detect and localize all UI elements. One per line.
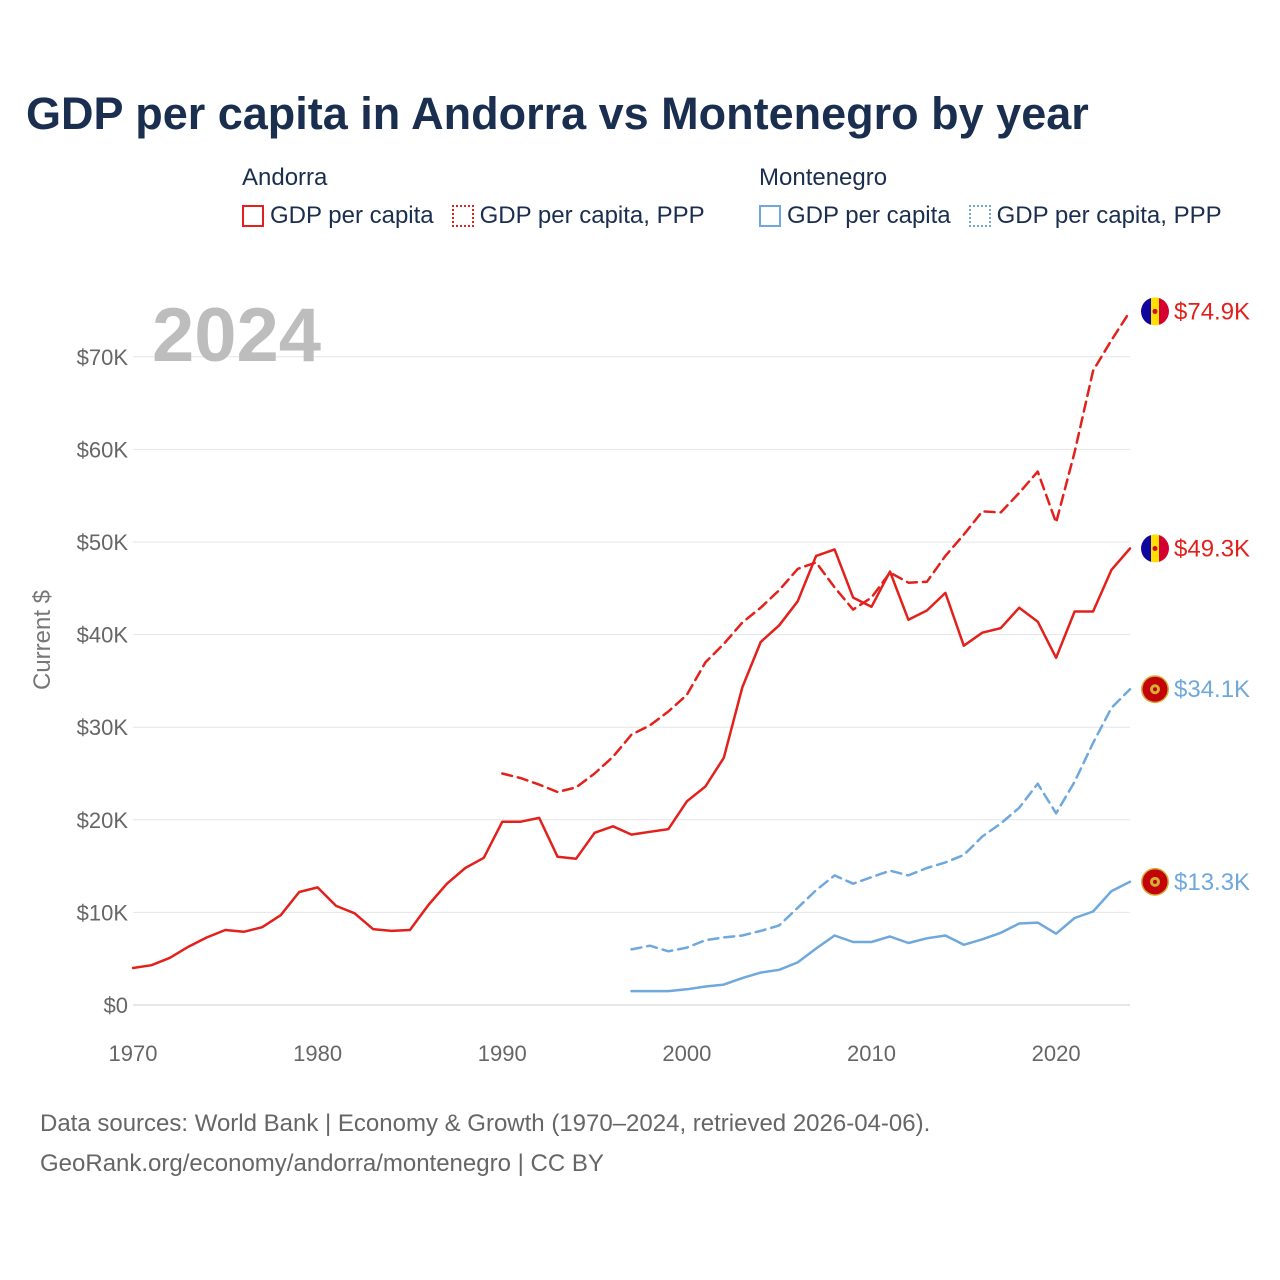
legend-group-label: Andorra	[242, 164, 328, 191]
chart-title: GDP per capita in Andorra vs Montenegro …	[26, 88, 1089, 139]
legend-item-montenegro-gdp-ppp[interactable]: GDP per capita, PPP	[968, 202, 1222, 230]
series-line-andorra-gdp-per-capita-ppp	[501, 310, 1132, 794]
end-value-label: $49.3K	[1174, 535, 1250, 562]
end-label-montenegro: $13.3K	[1141, 867, 1250, 896]
end-label-montenegro: $34.1K	[1141, 675, 1250, 704]
legend-item-label: GDP per capita, PPP	[996, 202, 1222, 229]
end-label-andorra: $74.9K	[1141, 297, 1250, 326]
legend-item-label: GDP per capita	[270, 202, 434, 229]
flag-stripe	[1159, 297, 1169, 326]
flag-stripe	[1141, 297, 1151, 326]
legend-item-label: GDP per capita, PPP	[479, 202, 705, 229]
legend-item-andorra-gdp-ppp[interactable]: GDP per capita, PPP	[451, 202, 705, 230]
y-tick-label: $10K	[77, 900, 129, 925]
legend-item-andorra-gdp[interactable]: GDP per capita	[242, 202, 434, 230]
andorra-flag-icon	[1141, 534, 1169, 563]
legend-group-label: Montenegro	[759, 164, 888, 191]
series-line-montenegro-gdp-per-capita-ppp	[630, 687, 1132, 953]
x-tick-label: 1980	[293, 1041, 342, 1066]
flag-emblem	[1152, 308, 1158, 314]
x-tick-label: 1970	[109, 1041, 158, 1066]
end-value-label: $34.1K	[1174, 676, 1250, 703]
legend-swatch-solid	[759, 205, 781, 227]
legend-item-montenegro-gdp[interactable]: GDP per capita	[759, 202, 951, 230]
x-tick-label: 1990	[478, 1041, 527, 1066]
y-tick-label: $40K	[77, 623, 129, 648]
flag-stripe	[1141, 534, 1151, 563]
legend-item-label: GDP per capita	[787, 202, 951, 229]
x-tick-label: 2000	[662, 1041, 711, 1066]
legend-group-montenegro: Montenegro GDP per capita GDP per capita…	[759, 160, 1240, 230]
legend-swatch-dotted	[451, 205, 474, 227]
y-tick-label: $0	[104, 993, 128, 1018]
attribution-link[interactable]: GeoRank.org/economy/andorra/montenegro |…	[40, 1150, 604, 1177]
legend-swatch-solid	[242, 205, 264, 227]
flag-stripe	[1159, 534, 1169, 563]
flag-emblem-center	[1153, 687, 1157, 692]
andorra-flag-icon	[1141, 297, 1169, 326]
year-label: 2024	[152, 293, 322, 378]
end-value-label: $13.3K	[1174, 869, 1250, 896]
x-tick-label: 2010	[847, 1041, 896, 1066]
x-tick-label: 2020	[1032, 1041, 1081, 1066]
y-tick-label: $20K	[77, 808, 129, 833]
series-line-montenegro-gdp-per-capita	[630, 880, 1132, 993]
y-tick-label: $30K	[77, 715, 129, 740]
end-label-andorra: $49.3K	[1141, 534, 1250, 563]
y-tick-label: $60K	[77, 437, 129, 462]
y-tick-label: $70K	[77, 345, 129, 370]
y-tick-label: $50K	[77, 530, 129, 555]
y-axis-label: Current $	[29, 590, 56, 690]
end-value-label: $74.9K	[1174, 298, 1250, 325]
data-source-text: Data sources: World Bank | Economy & Gro…	[40, 1110, 931, 1137]
flag-emblem-center	[1153, 879, 1157, 884]
series-line-andorra-gdp-per-capita	[131, 547, 1132, 970]
flag-emblem	[1152, 545, 1158, 551]
footer: Data sources: World Bank | Economy & Gro…	[40, 1104, 930, 1184]
legend-group-andorra: Andorra GDP per capita GDP per capita, P…	[242, 160, 723, 230]
legend-swatch-dotted	[968, 205, 991, 227]
